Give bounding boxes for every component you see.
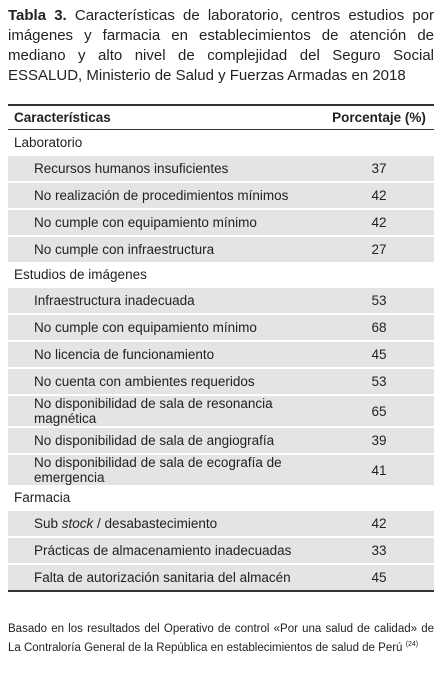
label-cell: No cumple con infraestructura <box>8 242 324 257</box>
value-cell: 45 <box>371 347 387 362</box>
value-cell: 33 <box>371 543 387 558</box>
label-cell: No cumple con equipamiento mínimo <box>8 320 324 335</box>
label-cell: No disponibilidad de sala de angiografía <box>8 433 324 448</box>
label-text: Falta de autorización sanitaria del alma… <box>34 570 291 585</box>
table-row: No disponibilidad de sala de resonancia … <box>8 394 434 426</box>
label-cell: No cumple con equipamiento mínimo <box>8 215 324 230</box>
table-row: No cumple con equipamiento mínimo 68 <box>8 313 434 340</box>
footnote: Basado en los resultados del Operativo d… <box>8 622 434 656</box>
table-row: No licencia de funcionamiento 45 <box>8 340 434 367</box>
label-cell: Prácticas de almacenamiento inadecuadas <box>8 543 324 558</box>
header-cell: Características <box>14 110 111 125</box>
label-cell: Sub stock / desabastecimiento <box>8 516 324 531</box>
table-row: Recursos humanos insuficientes 37 <box>8 154 434 181</box>
label-text: No disponibilidad de sala de ecografía d… <box>34 455 282 485</box>
footnote-text: Basado en los resultados del Operativo d… <box>8 623 434 654</box>
label-cell: Recursos humanos insuficientes <box>8 161 324 176</box>
table-row: No cumple con equipamiento mínimo 42 <box>8 208 434 235</box>
reference: (24) <box>405 641 419 648</box>
group-row: Estudios de imágenes <box>8 262 434 286</box>
label-text: / desabastecimiento <box>93 516 218 531</box>
label-text: No disponibilidad de sala de angiografía <box>34 433 275 448</box>
label-cell: Falta de autorización sanitaria del alma… <box>8 570 324 585</box>
label-cell: No cuenta con ambientes requeridos <box>8 374 324 389</box>
value-cell: 65 <box>371 403 387 419</box>
table-row: Sub stock / desabastecimiento 42 <box>8 509 434 536</box>
label-cell: No licencia de funcionamiento <box>8 347 324 362</box>
label-cell: No disponibilidad de sala de resonancia … <box>8 396 324 426</box>
value-cell: 42 <box>371 516 387 531</box>
label-text: Sub <box>34 516 62 531</box>
table-row: No disponibilidad de sala de ecografía d… <box>8 453 434 485</box>
title-text: Características de laboratorio, centros … <box>8 7 435 84</box>
value-cell: 42 <box>371 188 387 203</box>
label-text: No cumple con infraestructura <box>34 242 215 257</box>
label-text: stock <box>61 516 94 531</box>
value-cell: 53 <box>371 374 387 389</box>
label-text: No cuenta con ambientes requeridos <box>34 374 255 389</box>
label-cell: No disponibilidad de sala de ecografía d… <box>8 455 324 485</box>
title: Tabla 3. Características de laboratorio,… <box>8 6 434 86</box>
value-cell: 45 <box>371 570 387 585</box>
table-row: No cumple con infraestructura 27 <box>8 235 434 262</box>
group-row: Farmacia <box>8 485 434 509</box>
value-cell: 37 <box>371 161 387 176</box>
table-row: Falta de autorización sanitaria del alma… <box>8 563 434 590</box>
label-text: No licencia de funcionamiento <box>34 347 215 362</box>
value-cell: 68 <box>371 320 387 335</box>
value-cell: 27 <box>371 242 387 257</box>
table-header: Características Porcentaje (%) <box>8 106 434 130</box>
table-row: No cuenta con ambientes requeridos 53 <box>8 367 434 394</box>
table: Características Porcentaje (%) Laborator… <box>8 104 434 592</box>
label-text: No cumple con equipamiento mínimo <box>34 215 257 230</box>
table-label: Tabla 3. <box>8 7 67 24</box>
label-text: Recursos humanos insuficientes <box>34 161 229 176</box>
group-row: Laboratorio <box>8 130 434 154</box>
table-row: Prácticas de almacenamiento inadecuadas 3… <box>8 536 434 563</box>
value-cell: 53 <box>371 293 387 308</box>
table-row: No disponibilidad de sala de angiografía… <box>8 426 434 453</box>
label-text: Infraestructura inadecuada <box>34 293 195 308</box>
table-row: Infraestructura inadecuada 53 <box>8 286 434 313</box>
label-cell: No realización de procedimientos mínimos <box>8 188 324 203</box>
table-row: No realización de procedimientos mínimos… <box>8 181 434 208</box>
label-cell: Infraestructura inadecuada <box>8 293 324 308</box>
value-cell: 41 <box>371 462 387 478</box>
value-cell: 39 <box>371 433 387 448</box>
header-cell: Porcentaje (%) <box>332 110 426 125</box>
value-cell: 42 <box>371 215 387 230</box>
label-text: Prácticas de almacenamiento inadecuadas <box>34 543 292 558</box>
label-text: No cumple con equipamiento mínimo <box>34 320 257 335</box>
label-text: No realización de procedimientos mínimos <box>34 188 289 203</box>
label-text: No disponibilidad de sala de resonancia … <box>34 396 273 426</box>
